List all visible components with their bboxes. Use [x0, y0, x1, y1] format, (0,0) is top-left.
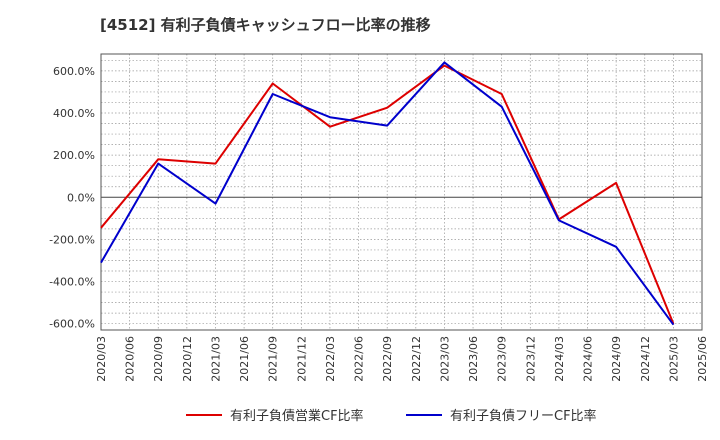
series-line-1 — [100, 64, 675, 325]
legend-label-1: 有利子負債営業CF比率 — [230, 408, 364, 424]
x-tick-labels: 2020/03 2020/06 2020/09 2020/12 2021/03 2021/… — [95, 336, 709, 382]
x-tick-label: 2020/03 — [95, 336, 108, 382]
x-tick-label: 2022/09 — [381, 336, 394, 382]
y-tick-label: -200.0% — [49, 233, 95, 246]
x-tick-label: 2021/03 — [209, 336, 222, 382]
x-tick-label: 2024/03 — [553, 336, 566, 382]
x-tick-label: 2020/09 — [152, 336, 165, 382]
x-tick-label: 2024/09 — [610, 336, 623, 382]
y-tick-label: 200.0% — [53, 149, 95, 162]
x-tick-label: 2024/12 — [639, 336, 652, 382]
x-tick-label: 2020/12 — [181, 336, 194, 382]
legend-label-2: 有利子負債フリーCF比率 — [450, 408, 597, 424]
legend: 有利子負債営業CF比率 有利子負債フリーCF比率 — [186, 408, 597, 424]
x-tick-label: 2024/06 — [582, 336, 595, 382]
chart-title: [4512] 有利子負債キャッシュフロー比率の推移 — [100, 16, 431, 34]
y-tick-label: -600.0% — [49, 318, 95, 331]
y-tick-label: 400.0% — [53, 107, 95, 120]
x-tick-label: 2022/06 — [353, 336, 366, 382]
y-tick-label: 0.0% — [67, 191, 95, 204]
x-tick-label: 2022/12 — [410, 336, 423, 382]
x-tick-label: 2023/09 — [496, 336, 509, 382]
x-tick-label: 2023/06 — [467, 336, 480, 382]
x-tick-label: 2023/03 — [438, 336, 451, 382]
series-group — [100, 61, 675, 326]
x-tick-label: 2020/06 — [124, 336, 137, 382]
y-tick-label: -400.0% — [49, 276, 95, 289]
y-tick-labels: 600.0% 400.0% 200.0% 0.0% -200.0% -400.0% -600… — [49, 65, 95, 331]
y-tick-label: 600.0% — [53, 65, 95, 78]
x-tick-label: 2022/03 — [324, 336, 337, 382]
x-tick-label: 2021/09 — [267, 336, 280, 382]
series-line-2 — [100, 61, 675, 326]
x-tick-label: 2021/12 — [295, 336, 308, 382]
plot-border — [100, 53, 703, 331]
x-tick-label: 2021/06 — [238, 336, 251, 382]
x-tick-label: 2025/06 — [696, 336, 709, 382]
x-tick-label: 2023/12 — [524, 336, 537, 382]
x-tick-label: 2025/03 — [667, 336, 680, 382]
plot-area — [101, 54, 702, 330]
